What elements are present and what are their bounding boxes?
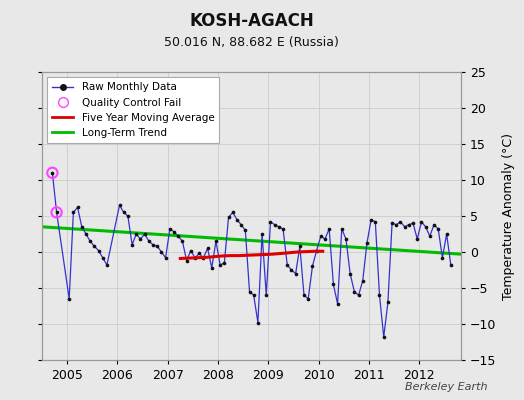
Point — [266, 218, 275, 225]
Point — [191, 254, 199, 261]
Point — [425, 233, 434, 239]
Point — [384, 299, 392, 306]
Point — [363, 240, 371, 246]
Point — [279, 226, 287, 232]
Point — [136, 236, 145, 242]
Point — [262, 292, 270, 298]
Point — [99, 254, 107, 261]
Point — [333, 301, 342, 307]
Text: Berkeley Earth: Berkeley Earth — [405, 382, 487, 392]
Point — [329, 281, 337, 288]
Text: KOSH-AGACH: KOSH-AGACH — [189, 12, 314, 30]
Point — [208, 265, 216, 271]
Point — [161, 254, 170, 261]
Point — [367, 216, 375, 223]
Point — [65, 296, 73, 302]
Point — [132, 231, 140, 237]
Point — [354, 292, 363, 298]
Point — [421, 224, 430, 230]
Point — [182, 258, 191, 264]
Point — [170, 229, 178, 235]
Point — [430, 222, 438, 228]
Point — [312, 247, 321, 254]
Point — [434, 226, 442, 232]
Point — [379, 334, 388, 340]
Point — [174, 233, 182, 239]
Point — [73, 204, 82, 210]
Point — [187, 247, 195, 254]
Point — [145, 238, 153, 244]
Point — [157, 249, 166, 255]
Point — [304, 296, 312, 302]
Point — [128, 242, 136, 248]
Point — [342, 236, 350, 242]
Point — [346, 270, 354, 277]
Point — [325, 226, 333, 232]
Point — [103, 262, 111, 268]
Y-axis label: Temperature Anomaly (°C): Temperature Anomaly (°C) — [502, 132, 515, 300]
Point — [417, 218, 425, 225]
Point — [90, 243, 99, 250]
Point — [228, 209, 237, 216]
Point — [388, 220, 396, 226]
Point — [220, 260, 228, 266]
Point — [78, 224, 86, 230]
Point — [124, 213, 132, 219]
Point — [199, 254, 208, 261]
Point — [237, 222, 245, 228]
Point — [153, 243, 161, 250]
Point — [258, 231, 266, 237]
Point — [287, 267, 296, 273]
Point — [396, 218, 405, 225]
Point — [203, 245, 212, 252]
Point — [337, 226, 346, 232]
Point — [149, 242, 157, 248]
Point — [249, 292, 258, 298]
Point — [48, 170, 57, 176]
Point — [52, 209, 61, 216]
Point — [275, 224, 283, 230]
Legend: Raw Monthly Data, Quality Control Fail, Five Year Moving Average, Long-Term Tren: Raw Monthly Data, Quality Control Fail, … — [47, 77, 220, 143]
Point — [350, 288, 358, 295]
Point — [245, 288, 254, 295]
Point — [291, 270, 300, 277]
Point — [212, 238, 220, 244]
Point — [233, 216, 241, 223]
Point — [400, 224, 409, 230]
Point — [308, 263, 316, 270]
Point — [82, 231, 90, 237]
Point — [195, 250, 203, 257]
Text: 50.016 N, 88.682 E (Russia): 50.016 N, 88.682 E (Russia) — [164, 36, 339, 49]
Point — [300, 292, 308, 298]
Point — [216, 262, 224, 268]
Point — [166, 226, 174, 232]
Point — [438, 254, 446, 261]
Point — [178, 238, 187, 244]
Point — [94, 247, 103, 254]
Point — [69, 209, 78, 216]
Point — [392, 222, 400, 228]
Point — [224, 214, 233, 221]
Point — [48, 170, 57, 176]
Point — [442, 231, 451, 237]
Point — [375, 292, 384, 298]
Point — [413, 236, 421, 242]
Point — [296, 243, 304, 250]
Point — [115, 202, 124, 208]
Point — [316, 233, 325, 239]
Point — [241, 227, 249, 234]
Point — [140, 231, 149, 237]
Point — [254, 319, 262, 326]
Point — [409, 220, 417, 226]
Point — [86, 238, 94, 244]
Point — [358, 278, 367, 284]
Point — [270, 222, 279, 228]
Point — [405, 222, 413, 228]
Point — [119, 209, 128, 216]
Point — [446, 262, 455, 268]
Point — [371, 218, 379, 225]
Point — [52, 209, 61, 216]
Point — [321, 236, 329, 242]
Point — [283, 262, 291, 268]
